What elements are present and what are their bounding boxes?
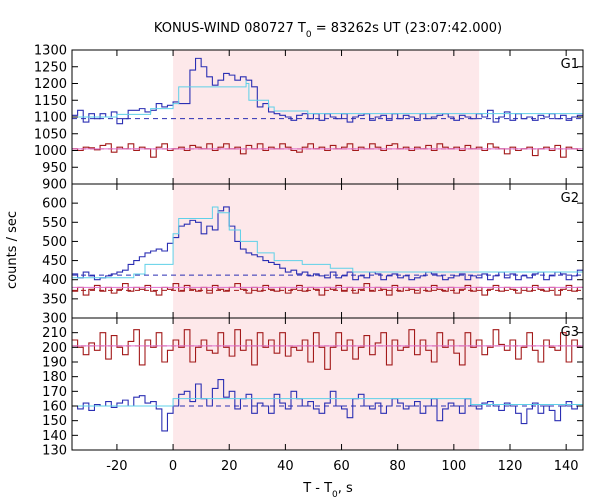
chart-title-prefix: KONUS-WIND 080727 T bbox=[154, 21, 306, 36]
y-tick-label: 1200 bbox=[34, 77, 67, 92]
y-tick-label: 150 bbox=[42, 414, 67, 429]
x-axis-label-prefix: T - T bbox=[302, 481, 332, 496]
panel-data-group bbox=[72, 329, 583, 432]
y-tick-label: 140 bbox=[42, 429, 67, 444]
y-tick-label: 200 bbox=[42, 341, 67, 356]
y-tick-label: 170 bbox=[42, 385, 67, 400]
y-tick-label: 1050 bbox=[34, 127, 67, 142]
burst-interval-band bbox=[173, 318, 480, 450]
y-tick-label: 950 bbox=[42, 161, 67, 176]
y-tick-label: 190 bbox=[42, 356, 67, 371]
panel-label-g2: G2 bbox=[561, 191, 579, 206]
panel-data-group bbox=[72, 57, 583, 158]
y-tick-label: 400 bbox=[42, 273, 67, 288]
x-tick-label: 100 bbox=[441, 459, 466, 474]
y-tick-label: 600 bbox=[42, 197, 67, 212]
counts-series-1 bbox=[72, 206, 583, 281]
chart-title-suffix: = 83262s UT (23:07:42.000) bbox=[312, 21, 502, 36]
y-tick-label: 500 bbox=[42, 235, 67, 250]
y-axis-label: counts / sec bbox=[5, 211, 20, 289]
y-tick-label: 130 bbox=[42, 444, 67, 459]
fit-line-2 bbox=[72, 286, 583, 291]
y-tick-label: 1000 bbox=[34, 144, 67, 159]
y-tick-label: 1300 bbox=[34, 44, 67, 59]
y-tick-label: 1150 bbox=[34, 94, 67, 109]
x-tick-label: 20 bbox=[221, 459, 238, 474]
x-tick-label: 40 bbox=[277, 459, 294, 474]
y-tick-label: 210 bbox=[42, 326, 67, 341]
x-tick-label: 140 bbox=[554, 459, 579, 474]
panel-label-g3: G3 bbox=[561, 325, 579, 340]
burst-interval-band bbox=[173, 184, 480, 318]
panel-data-group bbox=[72, 206, 583, 296]
fit-line-1 bbox=[72, 398, 583, 407]
y-tick-label: 1250 bbox=[34, 60, 67, 75]
panel-g2: 300 350 400 450 500 550 600 G2 bbox=[42, 183, 584, 327]
y-tick-label: 160 bbox=[42, 400, 67, 415]
y-tick-label: 300 bbox=[42, 312, 67, 327]
panel-label-g1: G1 bbox=[561, 57, 579, 72]
y-tick-label: 1100 bbox=[34, 111, 67, 126]
x-axis-label-suffix: , s bbox=[338, 481, 353, 496]
x-tick-label: 60 bbox=[333, 459, 350, 474]
x-tick-label: 80 bbox=[389, 459, 406, 474]
burst-interval-band bbox=[173, 50, 480, 184]
counts-series-1 bbox=[72, 379, 583, 432]
counts-series-2 bbox=[72, 329, 583, 370]
counts-series-1 bbox=[72, 57, 583, 125]
counts-series-2 bbox=[72, 143, 583, 158]
x-tick-label: 0 bbox=[169, 459, 177, 474]
x-axis-label-subscript: 0 bbox=[332, 490, 338, 500]
chart-title-subscript: 0 bbox=[306, 30, 312, 40]
x-tick-label: 120 bbox=[498, 459, 523, 474]
y-tick-label: 180 bbox=[42, 370, 67, 385]
y-tick-label: 350 bbox=[42, 292, 67, 307]
chart-title: KONUS-WIND 080727 T0 = 83262s UT (23:07:… bbox=[154, 21, 502, 40]
plot-area: 9009501000105011001150120012501300G13003… bbox=[34, 44, 584, 474]
y-tick-label: 900 bbox=[42, 178, 67, 193]
x-axis-label: T - T0, s bbox=[302, 481, 353, 500]
panel-frame bbox=[71, 317, 584, 451]
x-tick-label: -20 bbox=[106, 459, 127, 474]
y-tick-label: 450 bbox=[42, 254, 67, 269]
fit-line-1 bbox=[72, 80, 583, 118]
fit-line-1 bbox=[72, 206, 583, 279]
y-tick-label: 550 bbox=[42, 216, 67, 231]
